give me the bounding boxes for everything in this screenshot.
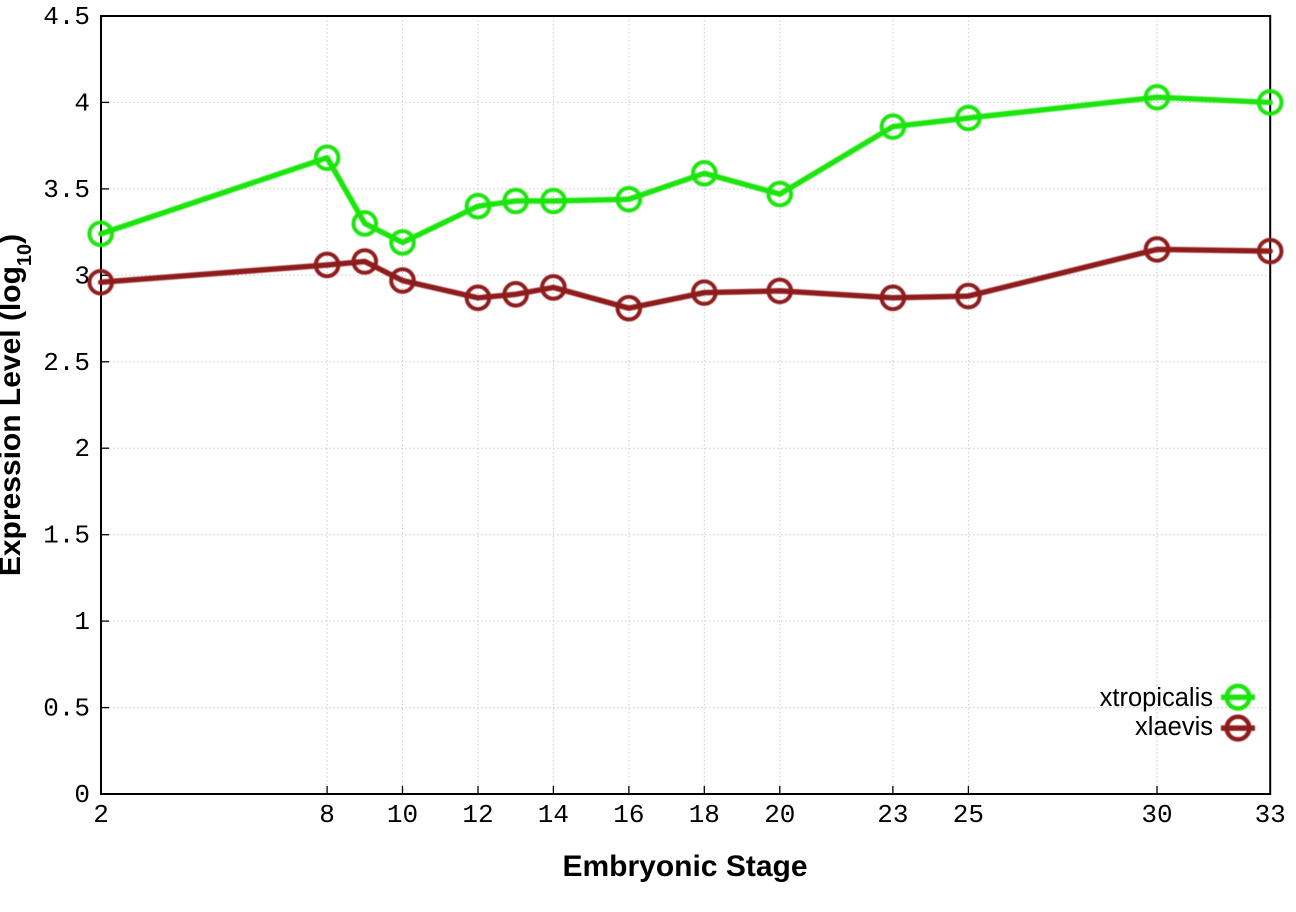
- svg-text:3.5: 3.5: [43, 175, 90, 205]
- svg-text:Embryonic Stage: Embryonic Stage: [562, 850, 807, 883]
- svg-text:12: 12: [462, 800, 493, 830]
- svg-text:20: 20: [764, 800, 795, 830]
- svg-text:14: 14: [538, 800, 569, 830]
- svg-text:4: 4: [74, 88, 90, 118]
- svg-text:0.5: 0.5: [43, 694, 90, 724]
- svg-text:30: 30: [1141, 800, 1172, 830]
- svg-text:Expression Level (log10): Expression Level (log10): [0, 234, 36, 576]
- svg-text:1: 1: [74, 607, 90, 637]
- svg-text:xlaevis: xlaevis: [1135, 713, 1213, 741]
- svg-text:1.5: 1.5: [43, 521, 90, 551]
- svg-text:4.5: 4.5: [43, 2, 90, 32]
- svg-text:3: 3: [74, 261, 90, 291]
- svg-text:25: 25: [953, 800, 984, 830]
- svg-text:2: 2: [74, 434, 90, 464]
- svg-text:xtropicalis: xtropicalis: [1100, 684, 1213, 712]
- svg-text:10: 10: [387, 800, 418, 830]
- svg-text:2: 2: [93, 800, 109, 830]
- svg-text:2.5: 2.5: [43, 348, 90, 378]
- svg-text:8: 8: [319, 800, 335, 830]
- svg-text:23: 23: [877, 800, 908, 830]
- svg-text:33: 33: [1255, 800, 1286, 830]
- svg-text:16: 16: [613, 800, 644, 830]
- svg-text:0: 0: [74, 780, 90, 810]
- svg-text:18: 18: [689, 800, 720, 830]
